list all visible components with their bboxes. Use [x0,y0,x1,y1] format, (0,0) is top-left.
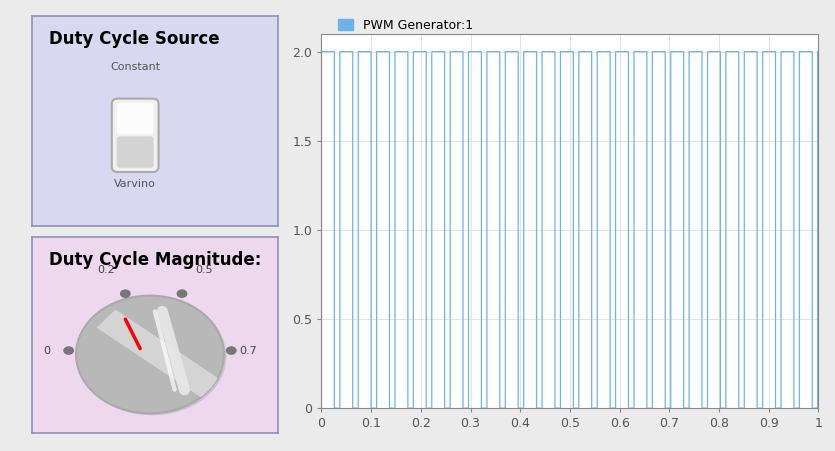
Text: Constant: Constant [110,62,160,73]
Circle shape [63,346,74,355]
Circle shape [76,296,224,413]
Text: Varvino: Varvino [114,179,156,189]
Legend: PWM Generator:1: PWM Generator:1 [332,14,478,37]
FancyBboxPatch shape [117,103,154,134]
Text: 0.7: 0.7 [240,345,257,355]
Polygon shape [97,309,223,400]
Text: Duty Cycle Magnitude:: Duty Cycle Magnitude: [49,250,261,268]
Circle shape [120,290,131,298]
FancyBboxPatch shape [112,99,159,172]
Circle shape [176,290,187,298]
FancyBboxPatch shape [117,136,154,168]
Circle shape [225,346,236,355]
Text: 0: 0 [43,345,50,355]
Text: Duty Cycle Source: Duty Cycle Source [49,31,220,48]
Circle shape [78,298,226,415]
Text: 0.5: 0.5 [195,265,213,275]
Text: 0.2: 0.2 [97,265,114,275]
